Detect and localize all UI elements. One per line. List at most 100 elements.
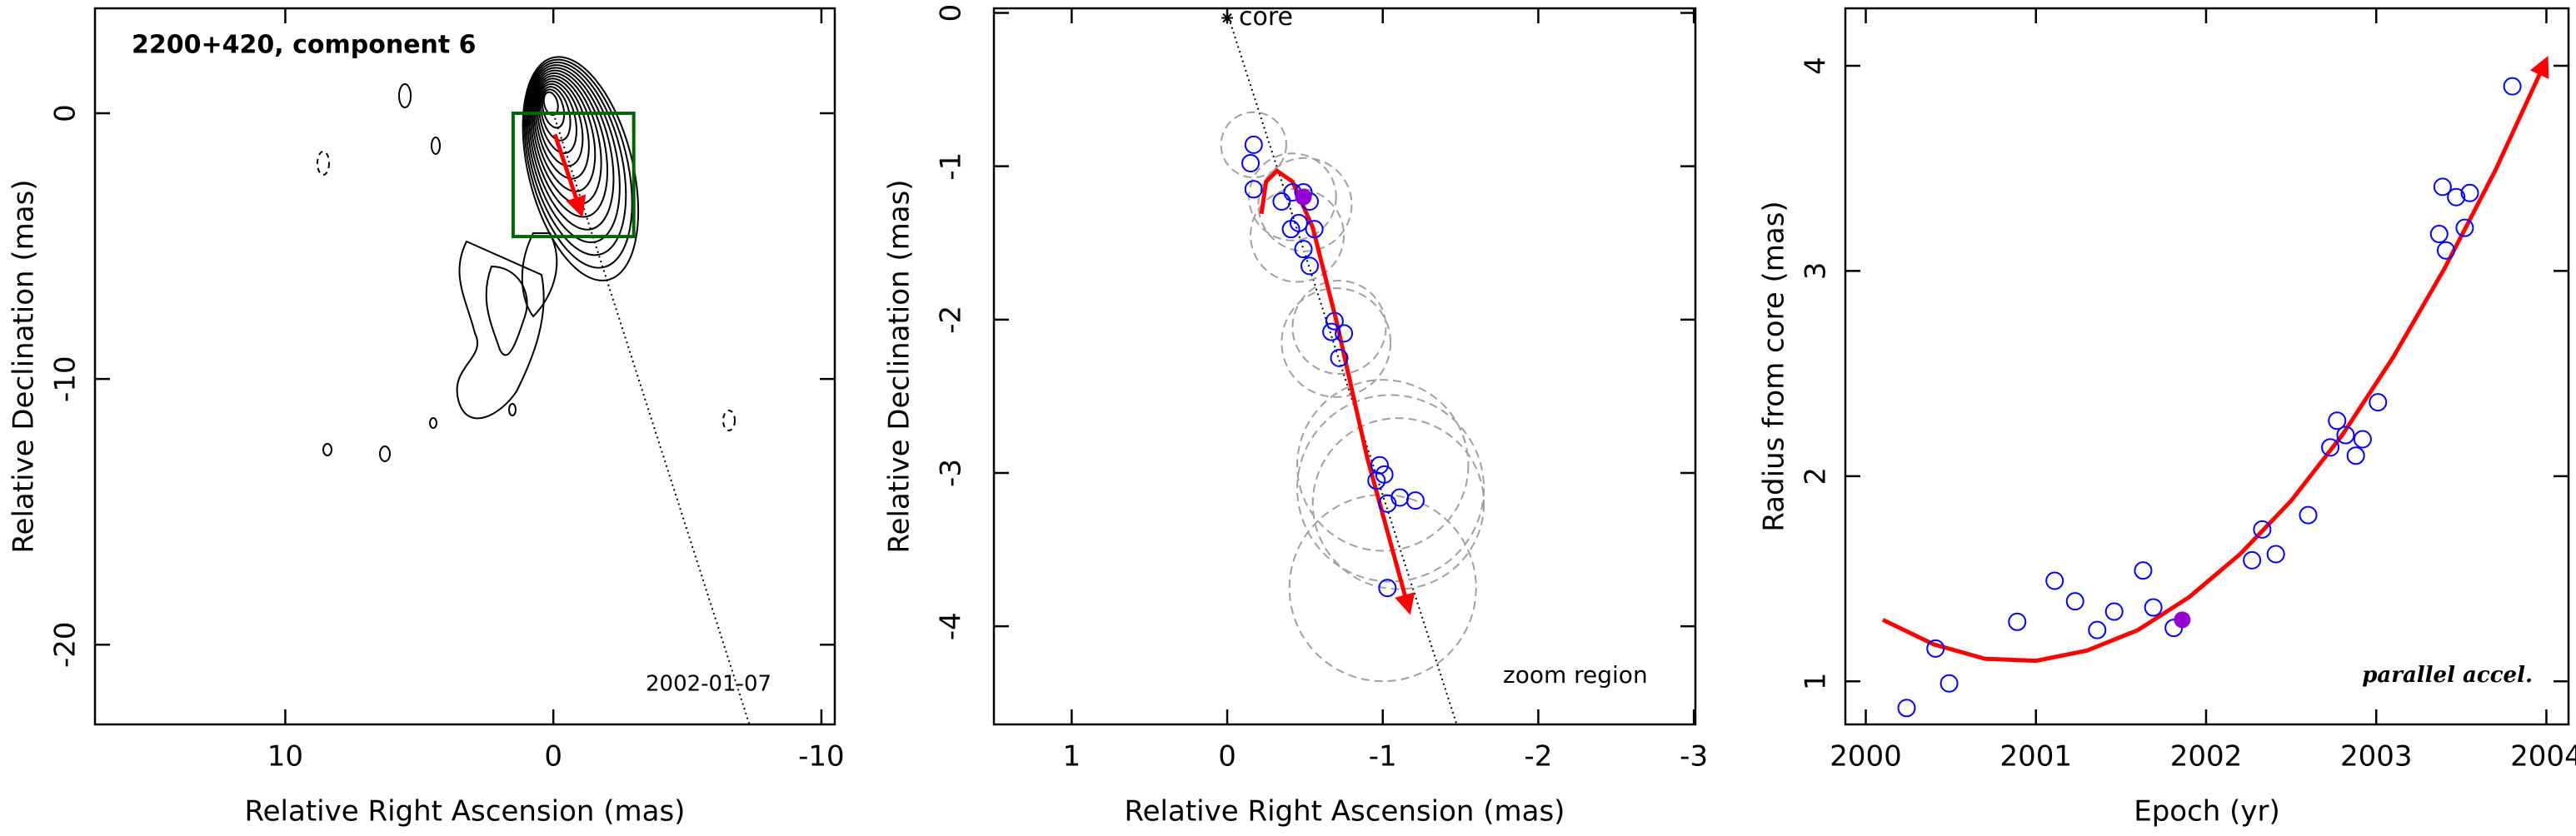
plot-area [1881, 56, 2549, 718]
data-point [2243, 550, 2262, 570]
contour [527, 64, 621, 244]
zoom-box [511, 112, 636, 239]
contour [485, 265, 528, 356]
data-point [1241, 153, 1261, 172]
error-circle [1257, 157, 1353, 252]
contour [535, 77, 590, 180]
data-point [2346, 446, 2365, 465]
data-point [1244, 135, 1263, 154]
track-arrow [1259, 167, 1415, 615]
y-tick-label: -1 [935, 152, 968, 181]
error-circle [1296, 379, 1470, 552]
contour [521, 232, 558, 318]
error-circle [1220, 111, 1287, 179]
data-point [2065, 592, 2084, 611]
data-point [1405, 491, 1425, 510]
y-tick-label: 1 [1800, 672, 1833, 690]
x-tick-label: 2001 [1999, 740, 2072, 774]
x-tick-label: 2004 [2510, 740, 2576, 774]
core-marker [1221, 12, 1234, 24]
y-axis-label: Relative Declination (mas) [883, 179, 916, 553]
error-circle [1296, 394, 1485, 583]
y-tick-label: -20 [49, 621, 82, 668]
data-point [1330, 348, 1349, 367]
data-point [2455, 218, 2474, 237]
data-point [1378, 579, 1397, 598]
y-axis-label: Radius from core (mas) [1758, 201, 1791, 531]
data-point [1897, 699, 1916, 718]
data-point [2104, 602, 2124, 621]
data-point [2436, 241, 2455, 260]
y-tick-label: -2 [935, 306, 968, 334]
title: 2200+420, component 6 [132, 31, 477, 60]
data-point [2253, 520, 2272, 539]
data-point [2336, 425, 2355, 445]
x-axis-label: Relative Right Ascension (mas) [245, 795, 686, 829]
data-point [2369, 393, 2388, 412]
contour [722, 410, 736, 431]
data-point [1375, 465, 1394, 484]
track-arrow [552, 133, 587, 218]
data-point [1325, 311, 1344, 331]
data-point [2447, 187, 2466, 207]
data-point [1926, 639, 1945, 658]
x-tick-label: 0 [544, 740, 562, 774]
contour [522, 56, 640, 281]
y-tick-label: 2 [1800, 467, 1833, 485]
highlight-point [1295, 188, 1312, 206]
x-tick-label: 10 [267, 740, 303, 774]
contour [523, 58, 633, 269]
x-axis-label: Epoch (yr) [2134, 795, 2280, 829]
x-tick-label: -3 [1680, 740, 1708, 774]
error-circle [1291, 280, 1387, 376]
x-tick-label: 2003 [2340, 740, 2413, 774]
track-arrow [1881, 56, 2549, 664]
plot-area [317, 56, 751, 724]
annotation: zoom region [1503, 661, 1648, 689]
contour [539, 86, 572, 142]
data-point [2353, 430, 2372, 449]
data-point [2321, 438, 2340, 457]
error-circle [1281, 287, 1392, 398]
contour [533, 75, 597, 192]
x-tick-label: 2000 [1830, 740, 1902, 774]
contour [530, 69, 609, 218]
data-point [1335, 324, 1354, 343]
contour [456, 240, 545, 420]
data-point [1289, 213, 1308, 232]
axis-line [552, 112, 751, 724]
data-point [1378, 494, 1397, 513]
contour [528, 67, 615, 231]
data-point [1272, 192, 1291, 211]
contour [317, 151, 330, 176]
error-circle [1311, 417, 1485, 590]
data-point [2433, 177, 2452, 197]
x-tick-label: 1 [1063, 740, 1081, 774]
y-tick-label: -4 [935, 612, 968, 640]
y-tick-label: -3 [935, 459, 968, 487]
x-tick-label: -10 [798, 740, 845, 774]
data-point [2045, 571, 2064, 590]
data-point [2134, 561, 2153, 580]
contour [508, 403, 517, 416]
data-point [1300, 256, 1319, 276]
data-point [2088, 620, 2107, 639]
y-tick-label: -10 [49, 356, 82, 402]
data-point [2008, 612, 2027, 631]
contour [379, 445, 391, 462]
data-point [2503, 77, 2522, 96]
axes-frame [1844, 7, 2570, 726]
data-point [1305, 220, 1324, 239]
x-tick-label: 2002 [2170, 740, 2243, 774]
x-tick-label: -2 [1524, 740, 1552, 774]
core-label: core [1239, 2, 1293, 32]
annotation: parallel accel. [2362, 663, 2533, 688]
contour [431, 137, 441, 155]
error-circle [1288, 494, 1477, 683]
axes-frame [992, 7, 1697, 726]
axes-frame [93, 7, 836, 726]
data-point [1294, 240, 1313, 259]
data-point [2429, 225, 2449, 244]
data-point [2299, 505, 2318, 525]
y-tick-label: 4 [1800, 57, 1833, 75]
